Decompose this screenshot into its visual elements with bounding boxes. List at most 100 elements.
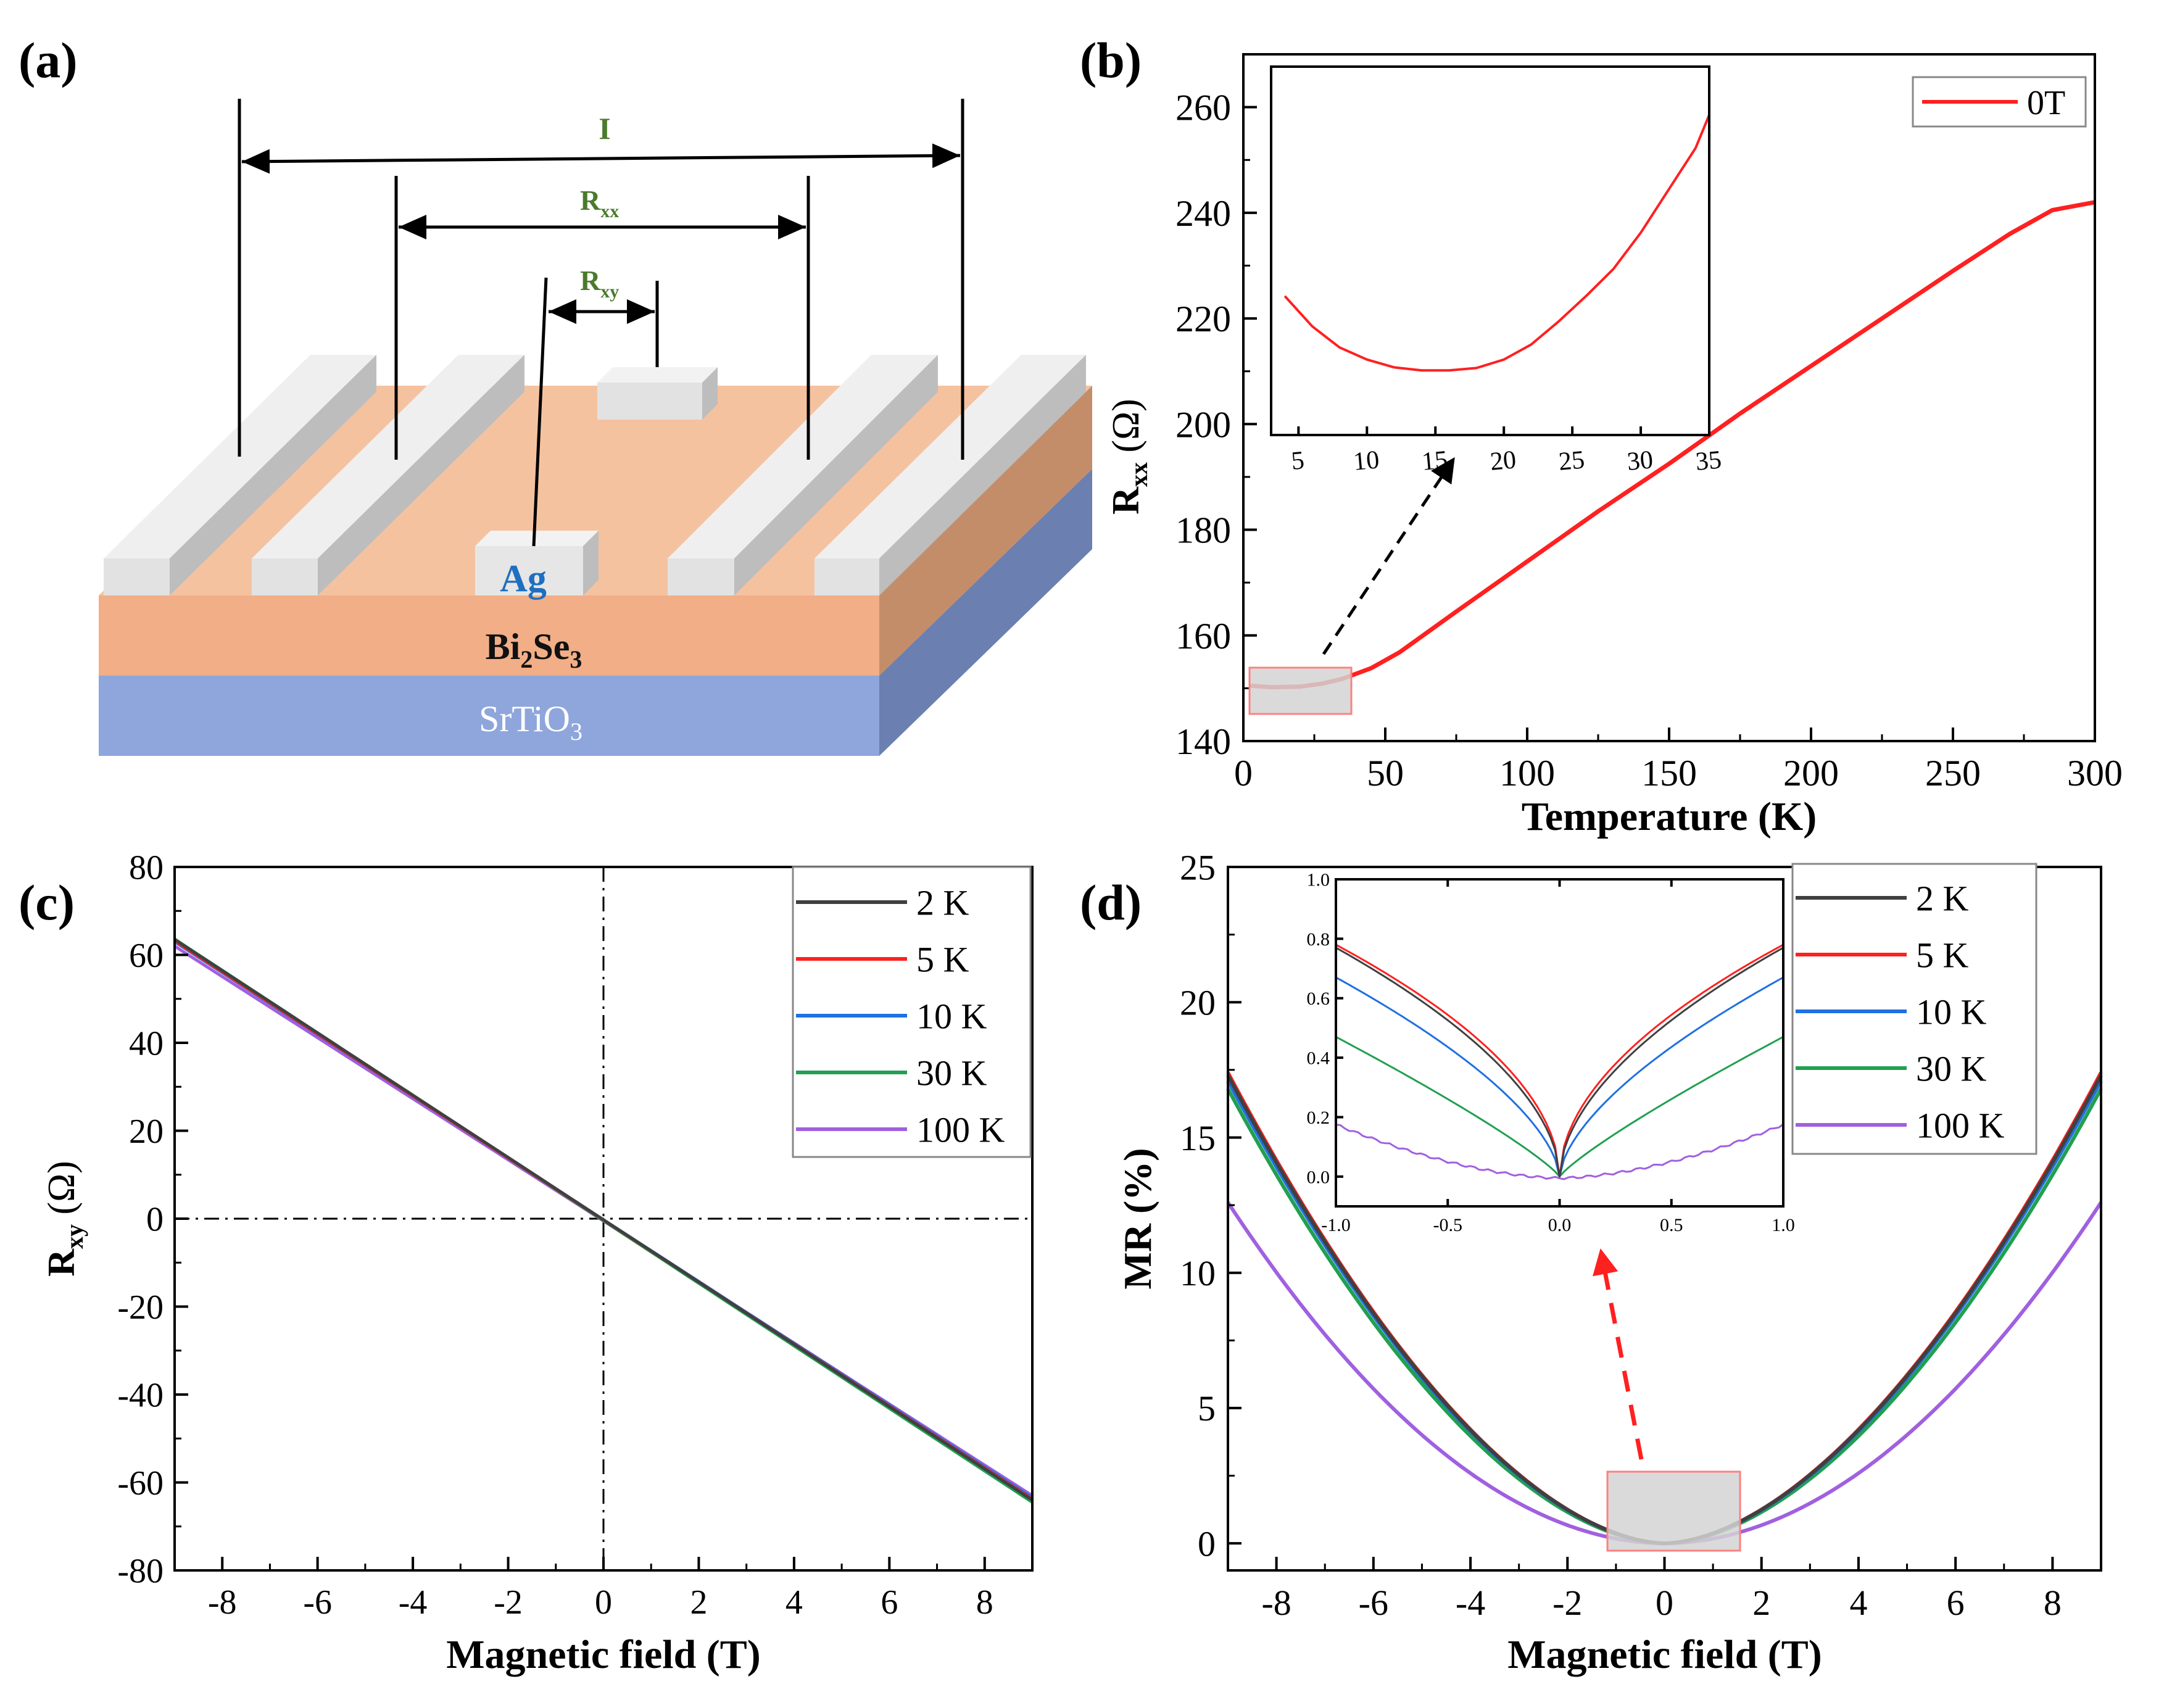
label-i: I: [599, 111, 610, 146]
d-ticks: -8 -6 -4 -2 0 2 4 6 8 0 5 10 15 20 25: [1180, 847, 2062, 1623]
c-legend-label: 10 K: [916, 996, 987, 1036]
bise-right: [879, 386, 1092, 676]
d-inset-xtick-label: 0.0: [1548, 1215, 1572, 1235]
b-inset-frame: [1270, 65, 1710, 436]
b-ytick-label: 260: [1175, 88, 1231, 128]
b-ytick-label: 160: [1175, 616, 1231, 657]
electrode-3: [668, 355, 938, 595]
panel-label-c: (c): [19, 874, 75, 931]
d-legend-label: 5 K: [1916, 935, 1969, 975]
electrode-2: [252, 355, 524, 595]
c-series-layer: [173, 937, 1034, 1504]
b-plot-frame: [1242, 53, 2096, 742]
d-inset-xtick-label: -0.5: [1433, 1215, 1463, 1235]
c-legend-label: 30 K: [916, 1053, 987, 1093]
b-xtick-label: 200: [1783, 753, 1839, 794]
b-legend-label: 0T: [2027, 84, 2065, 122]
c-xtick-label: 2: [690, 1583, 707, 1622]
srtio3-right: [879, 469, 1092, 756]
b-inset-xtick-label: 5: [1290, 446, 1306, 476]
wire-rxy-left: [532, 277, 548, 547]
d-inset-ytick-label: 0.0: [1307, 1167, 1330, 1187]
d-xtick-label: 4: [1849, 1583, 1867, 1623]
b-xtick-label: 50: [1367, 753, 1404, 794]
d-legend-label: 100 K: [1916, 1105, 2005, 1145]
bise-front: [99, 595, 879, 676]
d-inset-xtick-label: 1.0: [1772, 1215, 1795, 1235]
b-inset-xtick-label: 15: [1420, 446, 1449, 476]
ag-pad-back: [597, 367, 718, 420]
b-ytick-label: 140: [1175, 721, 1231, 762]
d-legend-label: 10 K: [1916, 992, 1987, 1032]
d-zoom-box: [1606, 1470, 1741, 1552]
c-ytick-label: 60: [129, 937, 164, 975]
c-series-line: [173, 938, 1034, 1502]
srtio3-front: [99, 676, 879, 756]
b-inset-xtick-label: 10: [1352, 446, 1380, 476]
c-ytick-label: -20: [117, 1288, 164, 1327]
d-legend-label: 30 K: [1916, 1048, 1987, 1088]
d-inset-ytick-label: 1.0: [1307, 870, 1330, 890]
panel-a-schematic: I Rxx Rxy Ag Bi2Se3 SrTiO3: [99, 99, 1092, 756]
d-xlabel: Magnetic field (T): [1507, 1632, 1822, 1677]
c-xtick-label: 4: [785, 1583, 803, 1622]
b-zoom-arrow: [1322, 457, 1455, 655]
c-ytick-label: 80: [129, 849, 164, 887]
d-xtick-label: 8: [2044, 1583, 2062, 1623]
d-ylabel: MR (%): [1116, 1148, 1159, 1289]
d-plot-frame: [1227, 866, 2102, 1572]
d-xtick-label: 6: [1947, 1583, 1965, 1623]
label-bi2se3: Bi2Se3: [486, 626, 582, 673]
label-rxy: Rxy: [580, 265, 619, 302]
b-ytick-label: 240: [1175, 193, 1231, 234]
b-legend: 0T: [1912, 76, 2087, 128]
d-inset-ytick-label: 0.6: [1307, 989, 1330, 1009]
d-xtick-label: 2: [1752, 1583, 1770, 1623]
b-zoom-box: [1248, 666, 1353, 715]
d-xtick-label: 0: [1656, 1583, 1673, 1623]
b-inset-xtick-label: 35: [1694, 446, 1723, 476]
d-inset-series-line: [1335, 1123, 1784, 1180]
c-xlabel: Magnetic field (T): [446, 1632, 761, 1677]
b-ytick-label: 180: [1175, 510, 1231, 551]
d-xtick-label: -8: [1261, 1583, 1291, 1623]
c-ytick-label: 0: [146, 1201, 164, 1239]
d-ytick-label: 25: [1180, 847, 1216, 887]
b-xtick-label: 0: [1234, 753, 1253, 794]
label-srtio3: SrTiO3: [479, 699, 582, 745]
b-xtick-label: 300: [2067, 753, 2123, 794]
d-ytick-label: 20: [1180, 983, 1216, 1023]
panel-label-b: (b): [1080, 32, 1142, 88]
d-xtick-label: -6: [1359, 1583, 1388, 1623]
c-xtick-label: -8: [208, 1583, 237, 1622]
c-xtick-label: -2: [494, 1583, 523, 1622]
b-ticks: 0 50 100 150 200 250 300 140 160 180 200 220 240 260: [1175, 88, 2123, 794]
label-ag: Ag: [500, 558, 547, 600]
b-xtick-label: 100: [1499, 753, 1555, 794]
c-xtick-label: 8: [976, 1583, 993, 1622]
c-ytick-label: 40: [129, 1025, 164, 1063]
c-legend: 2 K 5 K 10 K 30 K 100 K: [792, 866, 1032, 1158]
c-ytick-label: 20: [129, 1113, 164, 1151]
d-inset-xtick-label: -1.0: [1321, 1215, 1351, 1235]
d-inset-ytick-label: 0.2: [1307, 1108, 1330, 1128]
d-ytick-label: 5: [1198, 1388, 1216, 1428]
b-inset-xtick-label: 20: [1489, 446, 1517, 476]
d-ytick-label: 0: [1198, 1524, 1216, 1564]
b-ylabel: Rxx (Ω): [1105, 399, 1153, 515]
panel-label-a: (a): [19, 32, 78, 88]
c-ylabel: Rxy (Ω): [41, 1161, 88, 1277]
c-xtick-label: -4: [399, 1583, 428, 1622]
b-ytick-label: 200: [1175, 404, 1231, 445]
b-xlabel: Temperature (K): [1522, 794, 1817, 839]
b-inset-xtick-label: 25: [1557, 446, 1586, 476]
ag-pad-front: [475, 531, 599, 595]
d-xtick-label: -2: [1552, 1583, 1582, 1623]
label-rxx: Rxx: [580, 184, 619, 222]
d-inset-ytick-label: 0.4: [1307, 1048, 1330, 1069]
electrode-4: [814, 355, 1086, 595]
d-inset-ytick-label: 0.8: [1307, 929, 1330, 950]
d-ytick-label: 10: [1180, 1253, 1216, 1293]
